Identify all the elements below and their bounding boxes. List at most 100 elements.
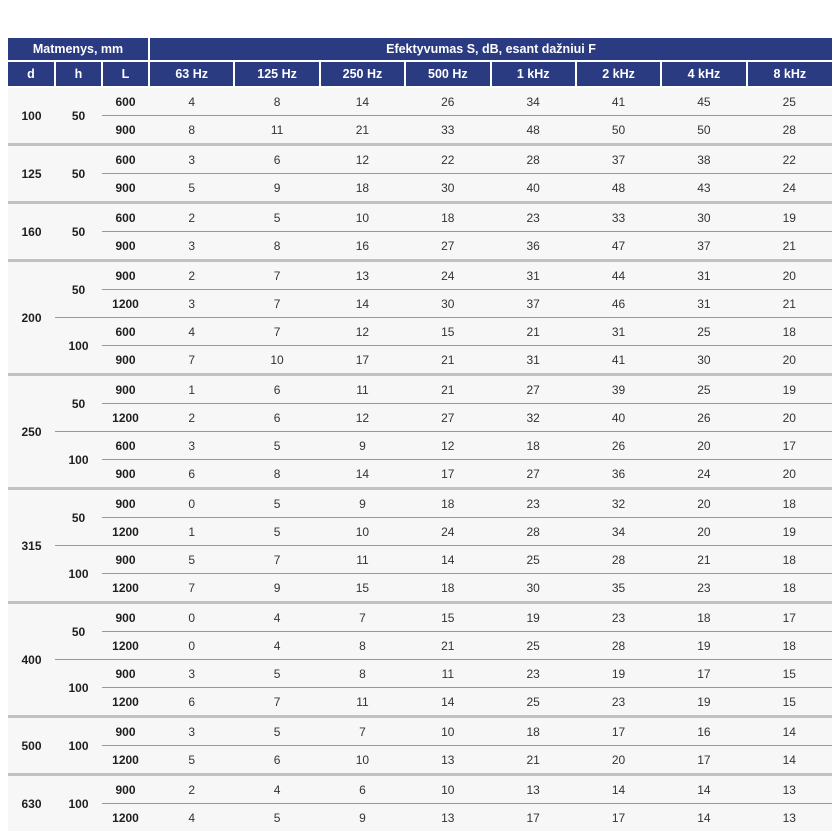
value-cell: 17 — [405, 459, 491, 489]
value-cell: 18 — [490, 715, 576, 746]
value-cell: 31 — [575, 317, 662, 346]
value-cell: 11 — [319, 687, 406, 717]
value-cell: 45 — [661, 87, 747, 116]
h-cell: 100 — [55, 545, 102, 603]
value-cell: 50 — [661, 115, 747, 145]
value-cell: 4 — [149, 317, 235, 346]
value-cell: 23 — [575, 601, 662, 632]
value-cell: 2 — [149, 403, 235, 432]
length-cell: 900 — [102, 487, 149, 518]
value-cell: 10 — [319, 201, 406, 232]
value-cell: 20 — [746, 403, 832, 432]
value-cell: 31 — [661, 289, 747, 318]
value-cell: 36 — [490, 231, 576, 261]
table-row: 1200 4 5 9 13 17 17 14 13 — [8, 803, 832, 831]
value-cell: 0 — [149, 487, 235, 518]
value-cell: 6 — [149, 459, 235, 489]
col-header-h: h — [55, 61, 103, 88]
table-row: 100 600 3 5 9 12 18 26 20 17 — [8, 431, 832, 489]
value-cell: 14 — [405, 545, 491, 574]
value-cell: 18 — [405, 487, 491, 518]
value-cell: 23 — [661, 573, 747, 603]
table-row: 100 600 4 7 12 15 21 31 25 18 — [8, 317, 832, 375]
value-cell: 12 — [405, 431, 491, 460]
length-cell: 600 — [102, 317, 149, 346]
value-cell: 27 — [490, 459, 576, 489]
value-cell: 7 — [149, 345, 235, 375]
value-cell: 9 — [319, 803, 406, 831]
length-cell: 900 — [102, 345, 149, 375]
h-cell: 50 — [55, 201, 102, 261]
value-cell: 33 — [575, 201, 662, 232]
col-header-4-khz: 4 kHz — [661, 61, 748, 88]
value-cell: 5 — [149, 745, 235, 775]
value-cell: 21 — [405, 345, 491, 375]
value-cell: 9 — [234, 573, 320, 603]
value-cell: 20 — [575, 745, 662, 775]
value-cell: 7 — [234, 259, 320, 290]
value-cell: 18 — [319, 173, 406, 203]
value-cell: 21 — [746, 289, 832, 318]
value-cell: 9 — [319, 431, 406, 460]
value-cell: 37 — [661, 231, 747, 261]
value-cell: 18 — [746, 573, 832, 603]
value-cell: 7 — [319, 715, 406, 746]
value-cell: 31 — [490, 345, 576, 375]
value-cell: 37 — [575, 143, 662, 174]
value-cell: 15 — [405, 317, 491, 346]
d-cell: 125 — [8, 143, 55, 203]
value-cell: 25 — [661, 373, 747, 404]
value-cell: 5 — [149, 545, 235, 574]
h-cell: 50 — [55, 143, 102, 203]
table-row: 250 50 900 1 6 11 21 27 39 25 19 — [8, 373, 832, 489]
length-cell: 1200 — [102, 687, 149, 717]
value-cell: 5 — [234, 201, 320, 232]
table-row: 900 7 10 17 21 31 41 30 20 — [8, 345, 832, 375]
value-cell: 22 — [746, 143, 832, 174]
value-cell: 18 — [746, 487, 832, 518]
table-row: 200 50 900 2 7 13 24 31 44 31 20 — [8, 259, 832, 375]
col-header-d: d — [8, 61, 56, 88]
value-cell: 10 — [319, 745, 406, 775]
table-row: 400 50 900 0 4 7 15 19 23 18 17 — [8, 601, 832, 717]
col-header-8-khz: 8 kHz — [746, 61, 832, 88]
table-row: 1200 2 6 12 27 32 40 26 20 — [8, 403, 832, 432]
value-cell: 15 — [746, 687, 832, 717]
h-cell: 50 — [55, 601, 102, 660]
value-cell: 6 — [149, 687, 235, 717]
col-header-l: L — [102, 61, 150, 88]
length-cell: 1200 — [102, 289, 149, 318]
effectiveness-header: Efektyvumas S, dB, esant dažniui F — [149, 38, 832, 62]
col-header-125-hz: 125 Hz — [234, 61, 321, 88]
h-cell: 100 — [55, 431, 102, 489]
value-cell: 41 — [575, 87, 662, 116]
value-cell: 5 — [234, 803, 320, 831]
table-row: 1200 7 9 15 18 30 35 23 18 — [8, 573, 832, 603]
acoustic-effectiveness-table-wrap: Matmenys, mm Efektyvumas S, dB, esant da… — [8, 38, 832, 831]
value-cell: 18 — [405, 573, 491, 603]
length-cell: 600 — [102, 143, 149, 174]
value-cell: 24 — [405, 259, 491, 290]
length-cell: 900 — [102, 459, 149, 489]
value-cell: 20 — [746, 345, 832, 375]
value-cell: 50 — [575, 115, 662, 145]
value-cell: 23 — [490, 487, 576, 518]
value-cell: 10 — [405, 715, 491, 746]
h-cell: 100 — [55, 773, 102, 831]
value-cell: 41 — [575, 345, 662, 375]
col-header-500-hz: 500 Hz — [405, 61, 492, 88]
header-row-columns: d h L 63 Hz 125 Hz 250 Hz 500 Hz 1 kHz 2 kHz 4 kH… — [8, 61, 832, 88]
length-cell: 600 — [102, 87, 149, 116]
value-cell: 12 — [319, 403, 406, 432]
value-cell: 18 — [746, 317, 832, 346]
value-cell: 6 — [234, 745, 320, 775]
value-cell: 30 — [405, 173, 491, 203]
acoustic-effectiveness-table: Matmenys, mm Efektyvumas S, dB, esant da… — [8, 38, 832, 831]
value-cell: 9 — [234, 173, 320, 203]
value-cell: 32 — [490, 403, 576, 432]
length-cell: 1200 — [102, 403, 149, 432]
value-cell: 27 — [490, 373, 576, 404]
value-cell: 34 — [490, 87, 576, 116]
value-cell: 3 — [149, 431, 235, 460]
value-cell: 35 — [575, 573, 662, 603]
